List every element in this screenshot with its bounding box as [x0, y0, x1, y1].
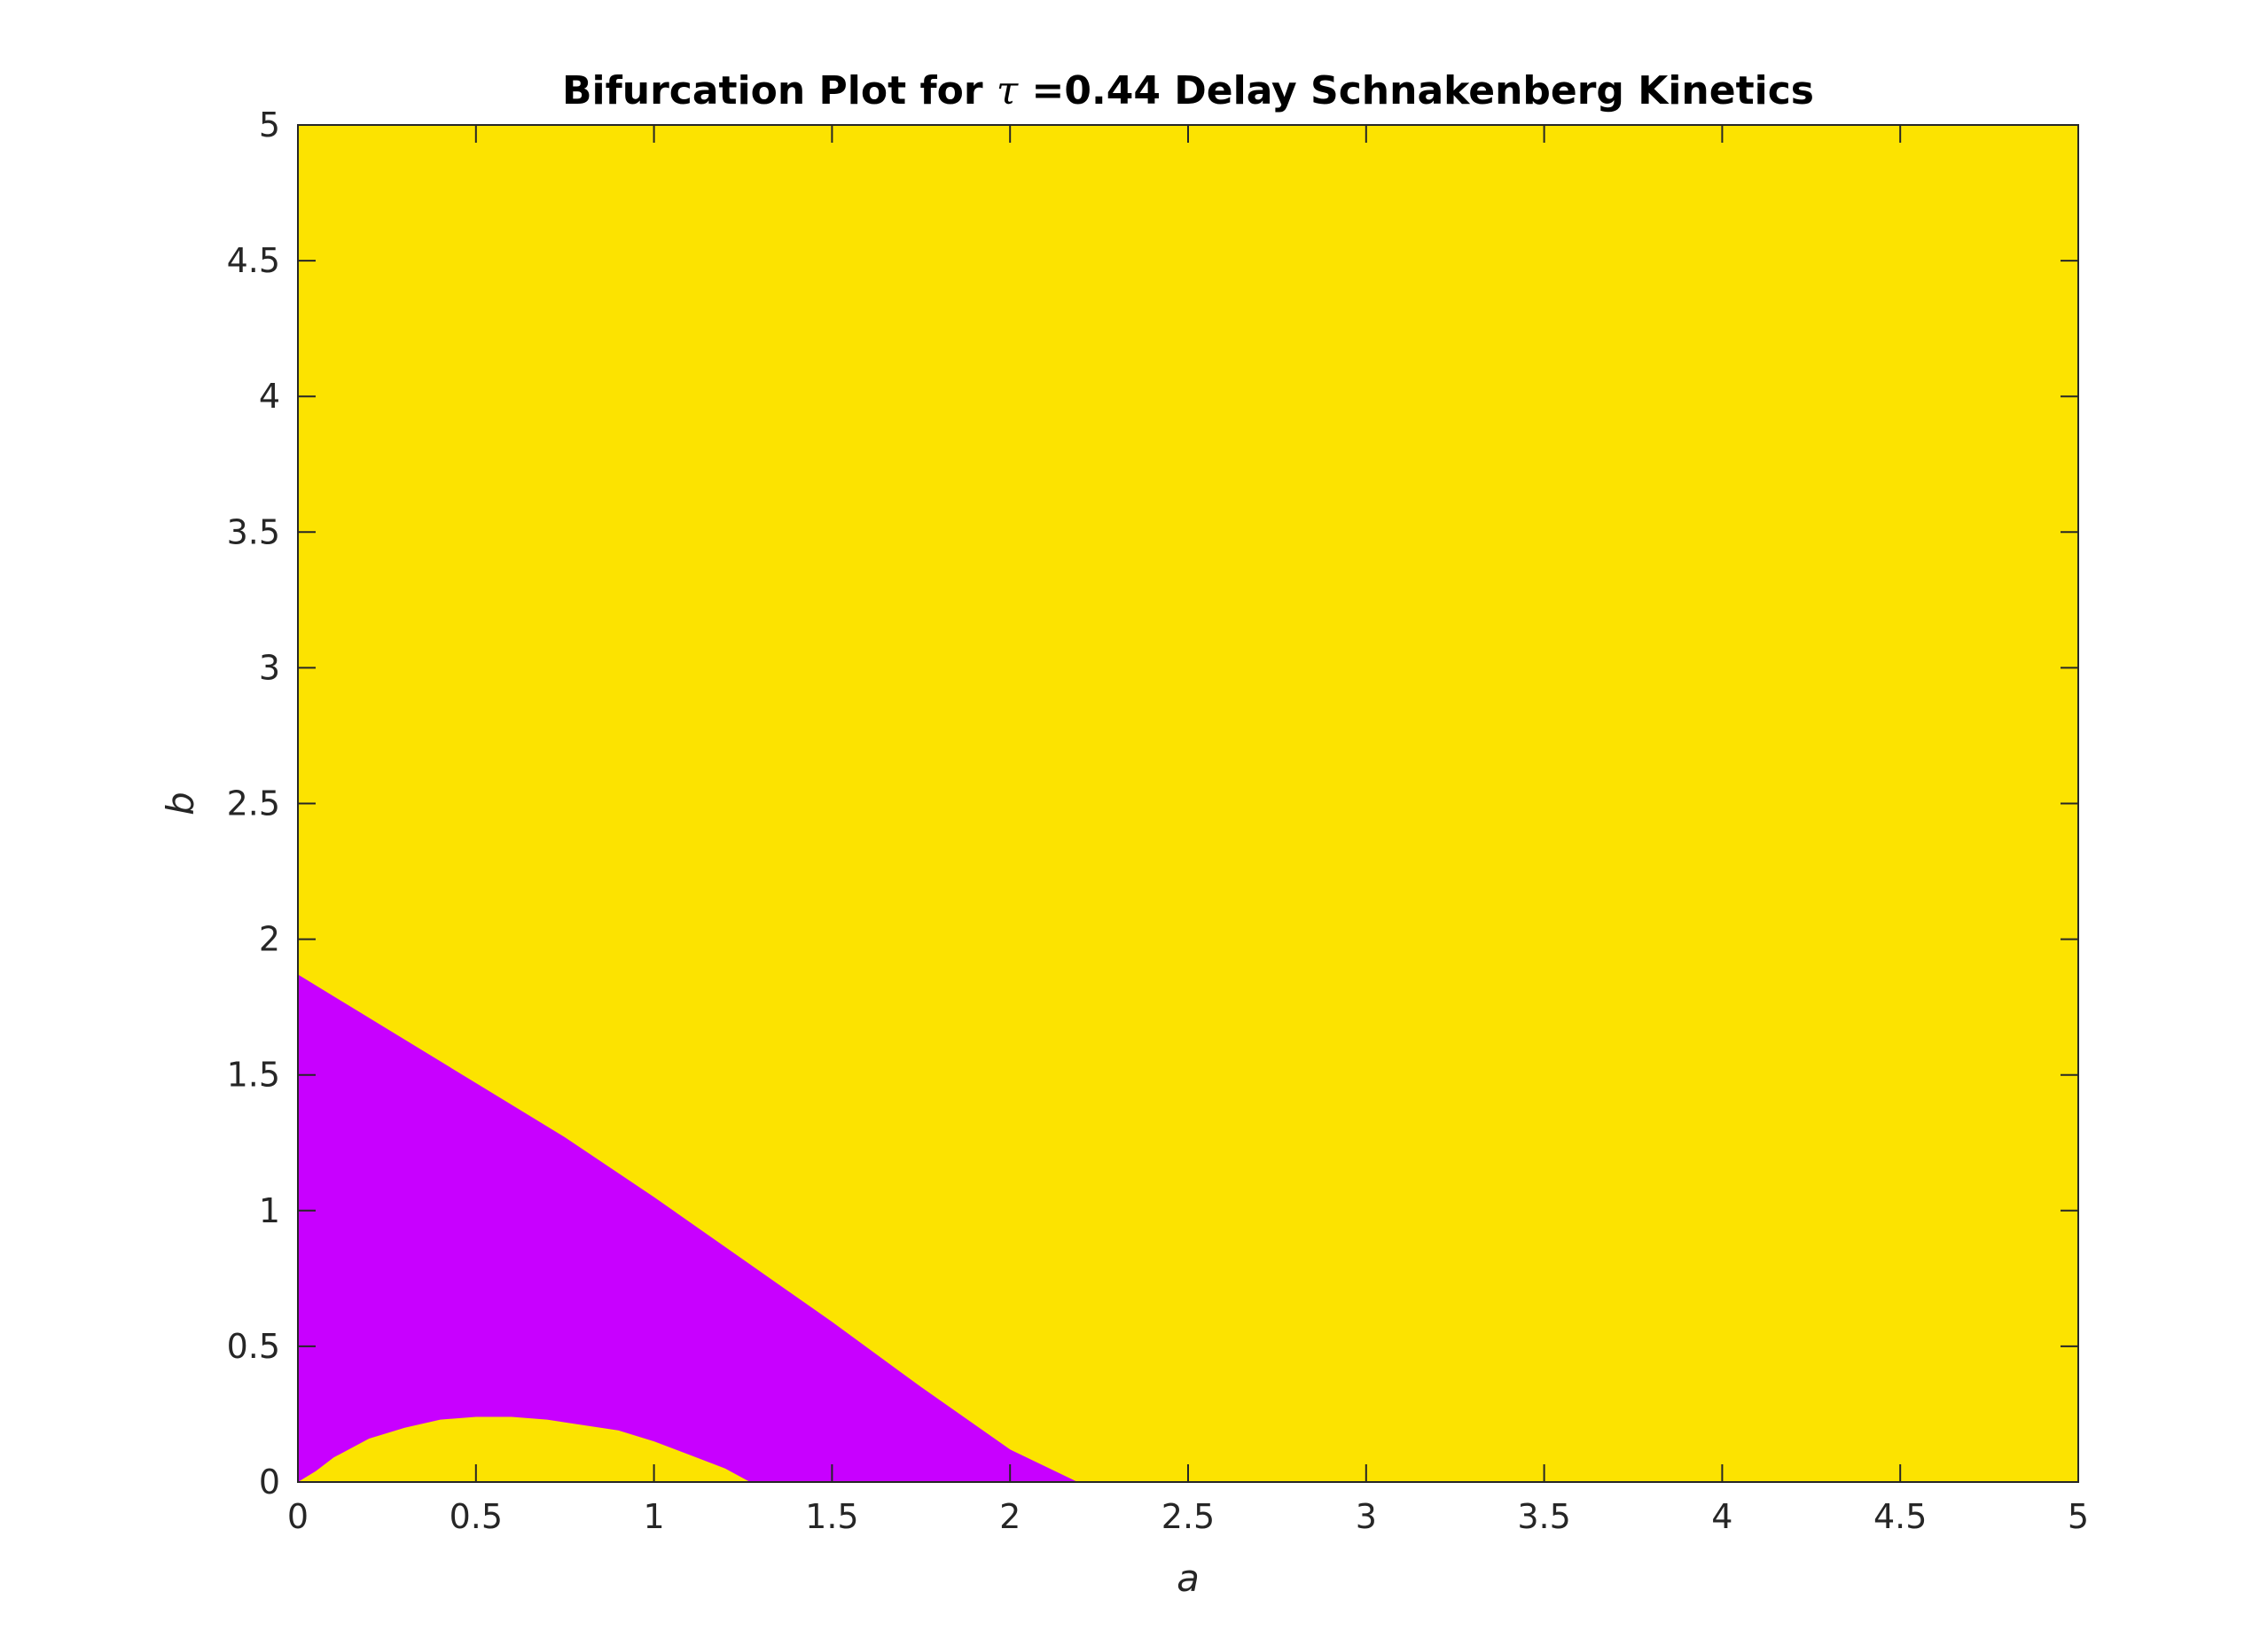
- x-tick-label: 2: [999, 1497, 1021, 1536]
- y-axis-ticks: 0 0.5 1 1.5 2 2.5 3 3.5 4 4.5 5: [227, 105, 2078, 1502]
- y-tick-label: 2: [259, 920, 280, 959]
- y-tick-label: 2.5: [227, 784, 280, 823]
- title-symbol: τ: [997, 68, 1019, 113]
- x-tick-label: 5: [2068, 1497, 2089, 1536]
- y-tick-label: 3.5: [227, 512, 280, 551]
- x-tick-label: 2.5: [1161, 1497, 1215, 1536]
- title-prefix: Bifurcation Plot for: [562, 68, 997, 113]
- instability-region: [298, 974, 1078, 1482]
- x-tick-label: 3: [1356, 1497, 1377, 1536]
- chart-title: Bifurcation Plot for τ =0.44 Delay Schna…: [562, 68, 1814, 113]
- y-tick-label: 1.5: [227, 1056, 280, 1095]
- y-tick-label: 4: [259, 377, 280, 416]
- y-tick-label: 4.5: [227, 241, 280, 280]
- y-tick-label: 1: [259, 1191, 280, 1230]
- y-tick-label: 0.5: [227, 1327, 280, 1366]
- x-tick-label: 0: [287, 1497, 309, 1536]
- x-tick-label: 1.5: [805, 1497, 858, 1536]
- y-tick-label: 5: [259, 105, 280, 144]
- y-tick-label: 3: [259, 648, 280, 687]
- title-suffix: =0.44 Delay Schnakenberg Kinetics: [1018, 68, 1814, 113]
- x-tick-label: 0.5: [450, 1497, 503, 1536]
- x-tick-label: 4.5: [1873, 1497, 1927, 1536]
- y-axis-label: b: [159, 792, 202, 815]
- y-tick-label: 0: [259, 1463, 280, 1502]
- x-tick-label: 3.5: [1517, 1497, 1570, 1536]
- x-axis-ticks: 0 0.5 1 1.5 2 2.5 3 3.5 4 4.5 5: [287, 125, 2089, 1536]
- x-axis-label: a: [1177, 1556, 1200, 1600]
- x-tick-label: 1: [644, 1497, 665, 1536]
- x-tick-label: 4: [1711, 1497, 1732, 1536]
